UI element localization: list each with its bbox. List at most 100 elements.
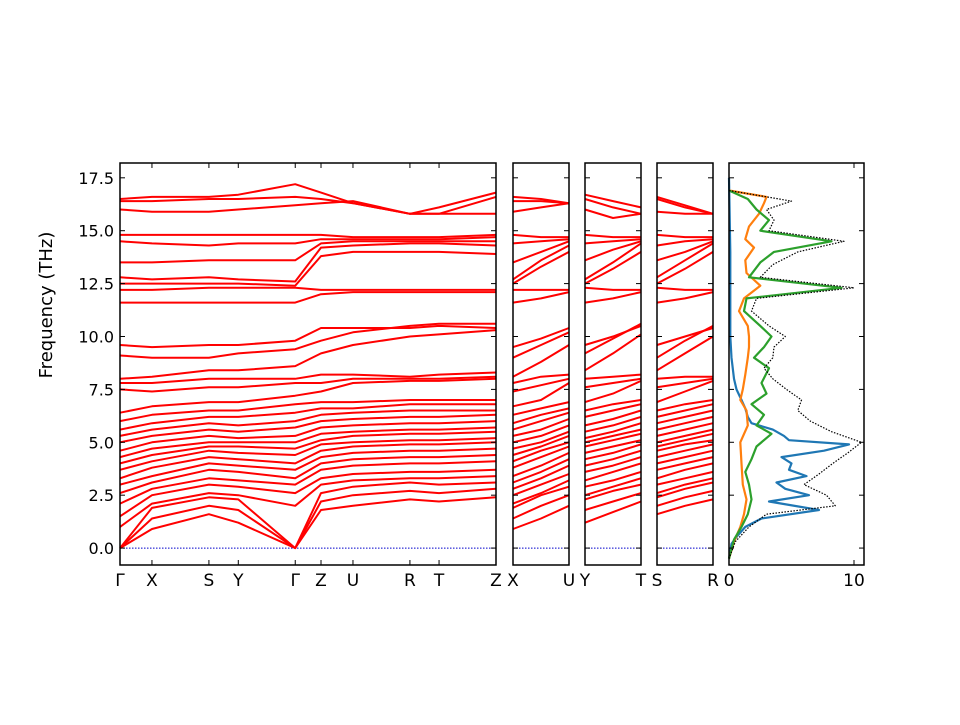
x-tick-label: T [433, 571, 445, 591]
band-line-7 [119, 454, 497, 495]
x-tick-label: T [635, 571, 647, 591]
band-line-3 [656, 481, 714, 499]
band-line-10 [656, 439, 714, 452]
band-line-31 [512, 202, 570, 213]
band-line-20 [656, 375, 713, 380]
band-line-33 [512, 195, 570, 205]
band-line-3 [512, 485, 570, 509]
band-line-1 [656, 498, 714, 516]
band-line-9 [119, 441, 497, 480]
band-line-9 [656, 443, 714, 459]
band-line-28 [120, 240, 496, 264]
band-line-33 [584, 193, 642, 209]
band-line-24 [120, 291, 496, 304]
x-tick-label: Γ [115, 571, 125, 591]
band-line-5 [119, 468, 497, 518]
band-line-10 [584, 439, 642, 454]
dos-series-1 [727, 177, 851, 559]
x-tick-label: R [404, 571, 416, 591]
band-line-10 [512, 441, 570, 463]
band-line-14 [584, 415, 642, 433]
panel-frame [656, 162, 714, 566]
band-line-29 [656, 238, 714, 247]
x-tick-label: S [204, 571, 215, 591]
x-tick-label: S [652, 571, 663, 591]
band-line-27 [584, 242, 642, 281]
band-line-2 [656, 489, 714, 507]
band-line-4 [512, 479, 570, 505]
band-line-17 [584, 399, 642, 412]
band-line-5 [656, 470, 714, 486]
dos-panel-frame [728, 162, 865, 566]
band-line-20 [120, 371, 497, 384]
y-tick-label: 2.5 [89, 486, 114, 505]
band-line-1 [512, 504, 570, 530]
band-line-23 [512, 327, 570, 349]
band-line-15 [584, 409, 642, 427]
band-line-14 [656, 415, 714, 431]
band-line-30 [512, 233, 569, 239]
band-line-9 [512, 445, 570, 469]
band-line-33 [656, 195, 714, 215]
band-line-30 [120, 233, 497, 239]
band-line-12 [584, 428, 642, 444]
panel-frame [512, 162, 570, 566]
dos-series-2 [727, 189, 768, 560]
band-line-6 [119, 460, 497, 505]
band-line-11 [584, 432, 642, 448]
band-line-11 [512, 434, 570, 456]
band-line-32 [584, 198, 642, 215]
band-line-24 [512, 291, 570, 304]
band-line-13 [512, 424, 570, 444]
band-line-31 [584, 208, 642, 219]
x-tick-label: Z [490, 571, 502, 591]
band-line-24 [584, 291, 642, 304]
band-line-19 [656, 377, 714, 389]
band-line-31 [656, 210, 713, 215]
band-line-26 [512, 251, 570, 285]
band-line-29 [119, 236, 497, 247]
band-line-14 [512, 418, 570, 437]
band-line-21 [512, 344, 570, 378]
band-line-5 [584, 470, 642, 488]
band-line-28 [656, 240, 714, 262]
band-line-11 [119, 430, 497, 465]
band-line-25 [656, 286, 713, 291]
band-line-27 [656, 242, 714, 279]
band-line-29 [584, 238, 642, 245]
band-line-18 [584, 379, 642, 404]
x-tick-label: Z [315, 571, 327, 591]
band-line-27 [512, 244, 570, 281]
band-line-1 [584, 500, 642, 524]
band-line-16 [119, 403, 496, 431]
band-line-7 [656, 456, 714, 471]
band-line-14 [119, 413, 497, 444]
band-line-8 [584, 449, 642, 467]
band-line-23 [119, 324, 497, 349]
y-tick-label: 10.0 [78, 327, 114, 346]
y-axis-label: Frequency (THz) [36, 232, 57, 379]
band-line-25 [584, 286, 641, 291]
band-line-16 [584, 403, 642, 418]
x-tick-label: U [347, 571, 359, 591]
band-line-3 [119, 481, 497, 550]
band-line-4 [119, 475, 497, 528]
band-line-17 [512, 401, 570, 416]
band-line-18 [512, 382, 570, 408]
band-line-17 [656, 399, 714, 412]
band-line-6 [512, 464, 570, 490]
band-line-19 [119, 375, 497, 393]
segment-main-panel: Γ X S Y Γ Z U R T Z0.02.55.07.510.012.515.017.5 [78, 162, 502, 591]
band-line-8 [119, 447, 497, 486]
band-line-24 [656, 291, 714, 304]
y-tick-label: 12.5 [78, 275, 114, 294]
x-tick-label: Y [232, 571, 244, 591]
band-line-2 [584, 492, 642, 511]
band-line-12 [512, 430, 570, 450]
x-tick-label: Y [579, 571, 591, 591]
band-line-32 [120, 195, 497, 215]
